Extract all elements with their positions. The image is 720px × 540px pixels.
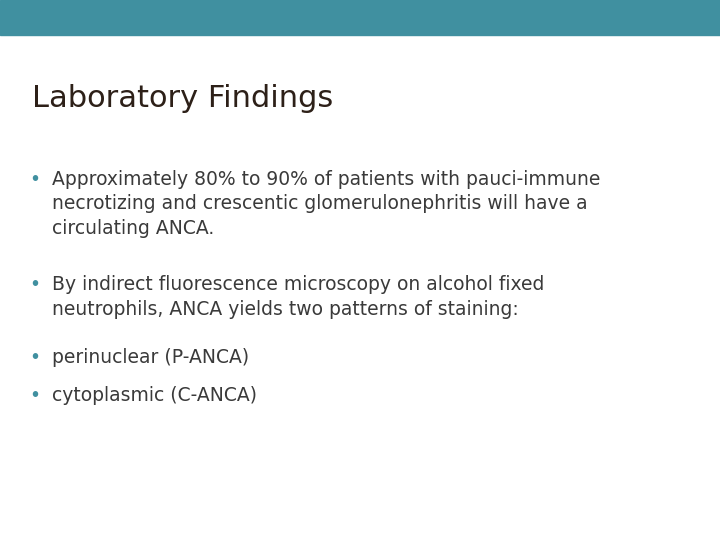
Text: Laboratory Findings: Laboratory Findings [32,84,333,113]
Text: perinuclear (P-ANCA): perinuclear (P-ANCA) [52,348,249,367]
Text: •: • [29,170,40,189]
Text: cytoplasmic (C-ANCA): cytoplasmic (C-ANCA) [52,386,257,405]
Text: •: • [29,348,40,367]
Text: •: • [29,275,40,294]
Text: Approximately 80% to 90% of patients with pauci-immune
necrotizing and crescenti: Approximately 80% to 90% of patients wit… [52,170,600,238]
Text: By indirect fluorescence microscopy on alcohol fixed
neutrophils, ANCA yields tw: By indirect fluorescence microscopy on a… [52,275,544,319]
Bar [0,0,720,35]
Text: •: • [29,386,40,405]
